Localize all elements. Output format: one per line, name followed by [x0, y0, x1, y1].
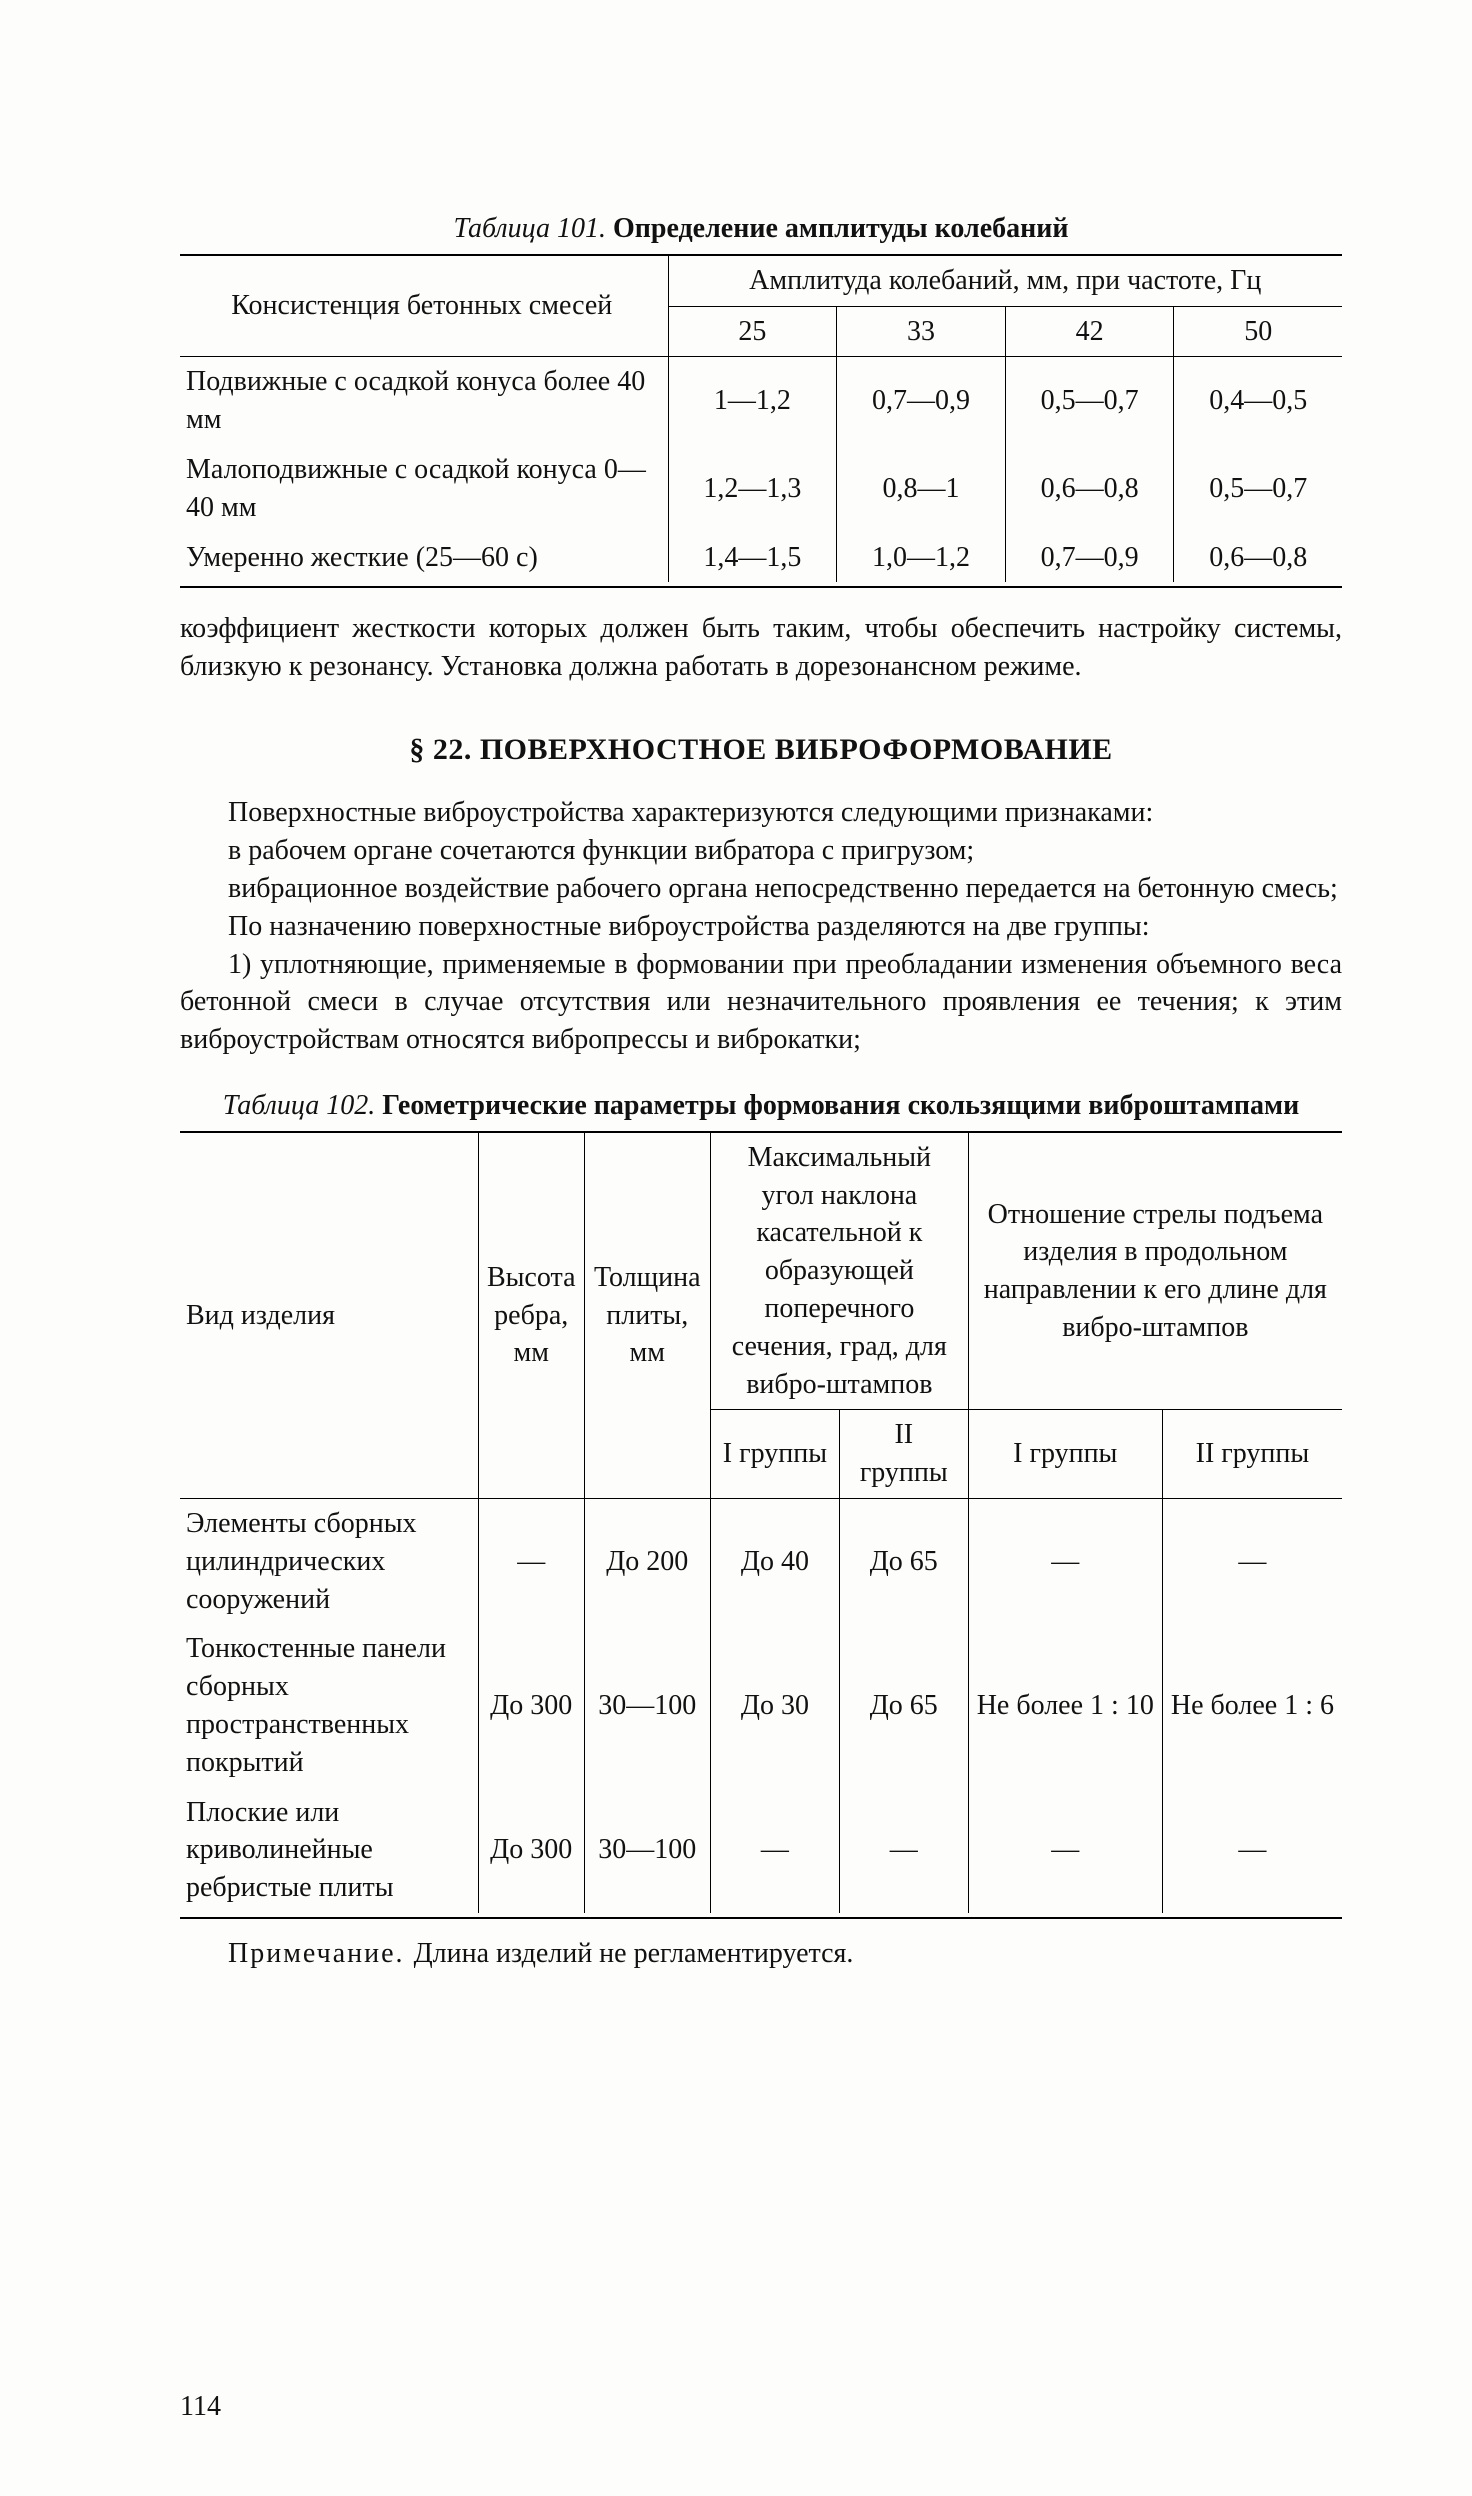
table101-bottom-rule: [180, 586, 1342, 588]
t102-r2-r1: —: [968, 1788, 1162, 1913]
t102-r0-r1: —: [968, 1499, 1162, 1625]
table102-bottom-rule: [180, 1917, 1342, 1919]
para-0: Поверхностные виброустройства характериз…: [180, 794, 1342, 832]
t101-head-left: Консистенция бетонных смесей: [180, 256, 668, 357]
table101-caption: Таблица 101. Определение амплитуды колеб…: [180, 210, 1342, 248]
t101-freq-1: 33: [837, 306, 1006, 357]
para-after-t101-text: коэффициент жесткости которых должен быт…: [180, 610, 1342, 686]
t102-r0-a2: До 65: [839, 1499, 968, 1625]
page-number: 114: [180, 2388, 221, 2426]
t102-h-rat-g1: I группы: [968, 1410, 1162, 1499]
t102-r0-r2: —: [1162, 1499, 1342, 1625]
t101-row0-v0: 1—1,2: [668, 357, 837, 445]
t102-r0-a1: До 40: [711, 1499, 840, 1625]
t102-r2-vid: Плоские или криволинейные ребристые плит…: [180, 1788, 478, 1913]
t101-row2-v3: 0,6—0,8: [1174, 533, 1342, 583]
t101-row2-label: Умеренно жесткие (25—60 с): [180, 533, 668, 583]
t102-r1-r2: Не более 1 : 6: [1162, 1624, 1342, 1787]
t101-freq-2: 42: [1005, 306, 1174, 357]
body-paragraphs: Поверхностные виброустройства характериз…: [180, 794, 1342, 1059]
table101: Консистенция бетонных смесей Амплитуда к…: [180, 256, 1342, 583]
t101-freq-3: 50: [1174, 306, 1342, 357]
t102-r1-vid: Тонкостенные панели сборных пространстве…: [180, 1624, 478, 1787]
t102-r2-a2: —: [839, 1788, 968, 1913]
t102-r2-a1: —: [711, 1788, 840, 1913]
t102-h-ang-g1: I группы: [711, 1410, 840, 1499]
para-2: вибрационное воздействие рабочего органа…: [180, 870, 1342, 908]
t101-row1-v1: 0,8—1: [837, 445, 1006, 533]
table102-caption: Таблица 102. Геометрические параметры фо…: [180, 1087, 1342, 1125]
table102-note: Примечание. Длина изделий не регламентир…: [180, 1935, 1342, 1973]
t101-row2-v1: 1,0—1,2: [837, 533, 1006, 583]
page: Таблица 101. Определение амплитуды колеб…: [0, 0, 1472, 2496]
table101-caption-title: Определение амплитуды колебаний: [613, 213, 1069, 244]
t102-r1-a1: До 30: [711, 1624, 840, 1787]
t101-head-right: Амплитуда колебаний, мм, при частоте, Гц: [668, 256, 1342, 306]
t102-h-ang-g2: II группы: [839, 1410, 968, 1499]
t101-row0-label: Подвижные с осадкой конуса более 40 мм: [180, 357, 668, 445]
section-heading: § 22. ПОВЕРХНОСТНОЕ ВИБРОФОРМОВАНИЕ: [180, 730, 1342, 771]
t101-row2-v0: 1,4—1,5: [668, 533, 837, 583]
t101-row1-v2: 0,6—0,8: [1005, 445, 1174, 533]
para-after-t101: коэффициент жесткости которых должен быт…: [180, 610, 1342, 686]
table102: Вид изделия Высота ребра, мм Толщина пли…: [180, 1133, 1342, 1913]
t101-freq-0: 25: [668, 306, 837, 357]
t101-row1-label: Малоподвижные с осадкой конуса 0—40 мм: [180, 445, 668, 533]
t101-row1-v3: 0,5—0,7: [1174, 445, 1342, 533]
para-4: 1) уплотняющие, применяемые в формовании…: [180, 946, 1342, 1059]
t102-r2-h: До 300: [478, 1788, 584, 1913]
t102-r0-h: —: [478, 1499, 584, 1625]
t101-row0-v3: 0,4—0,5: [1174, 357, 1342, 445]
t102-r1-h: До 300: [478, 1624, 584, 1787]
t102-r1-a2: До 65: [839, 1624, 968, 1787]
table102-note-label: Примечание.: [228, 1938, 405, 1969]
t102-r2-th: 30—100: [584, 1788, 711, 1913]
t101-row0-v2: 0,5—0,7: [1005, 357, 1174, 445]
table101-caption-prefix: Таблица 101.: [453, 213, 606, 244]
t101-row1-v0: 1,2—1,3: [668, 445, 837, 533]
t102-h-th: Толщина плиты, мм: [584, 1133, 711, 1499]
t102-h-h: Высота ребра, мм: [478, 1133, 584, 1499]
table102-caption-title: Геометрические параметры формования скол…: [382, 1090, 1299, 1121]
t102-h-ang: Максимальный угол наклона касательной к …: [711, 1133, 969, 1410]
t102-r2-r2: —: [1162, 1788, 1342, 1913]
t102-r1-th: 30—100: [584, 1624, 711, 1787]
table102-caption-prefix: Таблица 102.: [223, 1090, 376, 1121]
t102-h-rat: Отношение стрелы подъема изделия в продо…: [968, 1133, 1342, 1410]
t101-row0-v1: 0,7—0,9: [837, 357, 1006, 445]
t102-h-rat-g2: II группы: [1162, 1410, 1342, 1499]
table102-note-text: Длина изделий не регламентируется.: [414, 1938, 854, 1969]
t102-r0-th: До 200: [584, 1499, 711, 1625]
para-1: в рабочем органе сочетаются функции вибр…: [180, 832, 1342, 870]
t102-r1-r1: Не более 1 : 10: [968, 1624, 1162, 1787]
t102-h-vid: Вид изделия: [180, 1133, 478, 1499]
t102-r0-vid: Элементы сборных цилиндрических сооружен…: [180, 1499, 478, 1625]
para-3: По назначению поверхностные виброустройс…: [180, 908, 1342, 946]
t101-row2-v2: 0,7—0,9: [1005, 533, 1174, 583]
